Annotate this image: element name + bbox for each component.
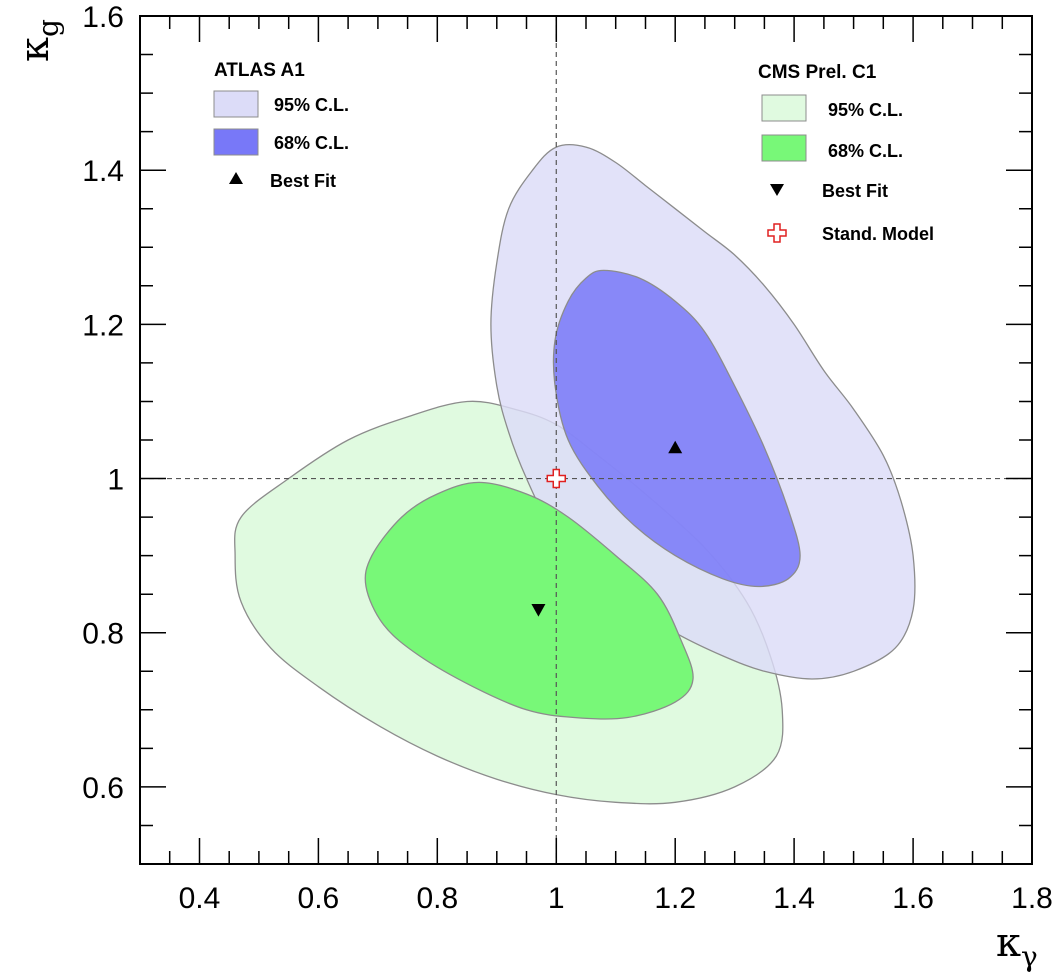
atlas-contour-68 <box>552 269 801 588</box>
legend-cms: CMS Prel. C1 95% C.L. 68% C.L. Best Fit … <box>758 62 934 244</box>
legend-atlas-68-swatch <box>213 128 259 156</box>
cms-best-fit-marker <box>531 604 546 617</box>
cms-contour-68 <box>364 481 694 720</box>
legend-cms-bestfit-marker <box>770 184 784 196</box>
legend-cms-95-label: 95% C.L. <box>828 100 903 120</box>
legend-atlas-bestfit-marker <box>229 172 243 184</box>
legend-cms-95-swatch <box>761 94 807 122</box>
y-axis-title: κg <box>12 19 65 62</box>
x-tick-label: 1.2 <box>654 882 696 915</box>
y-tick-label: 1 <box>107 464 124 497</box>
atlas-best-fit-marker <box>668 440 683 454</box>
x-tick-label: 0.4 <box>179 882 221 915</box>
reference-lines <box>140 16 1032 864</box>
x-tick-label: 0.8 <box>416 882 458 915</box>
axis-ticks <box>139 15 1033 865</box>
x-tick-label: 1.8 <box>1011 882 1053 915</box>
x-tick-label: 1 <box>548 882 565 915</box>
legend-atlas-68-label: 68% C.L. <box>274 133 349 153</box>
legend-atlas-95-swatch <box>213 90 259 118</box>
legend-cms-68-label: 68% C.L. <box>828 141 903 161</box>
tick-labels: 0.4 0.6 0.8 1 1.2 1.4 1.6 1.8 0.6 0.8 1 1.2 1.4 1.6 <box>82 1 1053 915</box>
contours-layer <box>234 144 916 805</box>
markers-layer <box>531 440 683 617</box>
legend-cms-68-swatch <box>761 134 807 162</box>
x-tick-label: 1.4 <box>773 882 815 915</box>
x-tick-label: 0.6 <box>298 882 340 915</box>
legend-cms-title: CMS Prel. C1 <box>758 62 877 83</box>
x-tick-label: 1.6 <box>892 882 934 915</box>
standard-model-marker <box>546 468 567 489</box>
y-tick-label: 0.6 <box>82 772 124 805</box>
y-tick-label: 0.8 <box>82 618 124 651</box>
tick-marks <box>139 15 1033 865</box>
legend-atlas: ATLAS A1 95% C.L. 68% C.L. Best Fit <box>213 60 349 191</box>
y-tick-label: 1.6 <box>82 1 124 34</box>
legend-cms-bestfit-label: Best Fit <box>822 181 888 201</box>
legend-atlas-bestfit-label: Best Fit <box>270 171 336 191</box>
x-axis-title: κγ <box>996 920 1038 973</box>
legend-sm-marker <box>767 223 787 243</box>
legend-atlas-95-label: 95% C.L. <box>274 95 349 115</box>
legend-sm-label: Stand. Model <box>822 224 934 244</box>
y-tick-label: 1.4 <box>82 155 124 188</box>
legend-atlas-title: ATLAS A1 <box>214 60 305 81</box>
y-tick-label: 1.2 <box>82 309 124 342</box>
